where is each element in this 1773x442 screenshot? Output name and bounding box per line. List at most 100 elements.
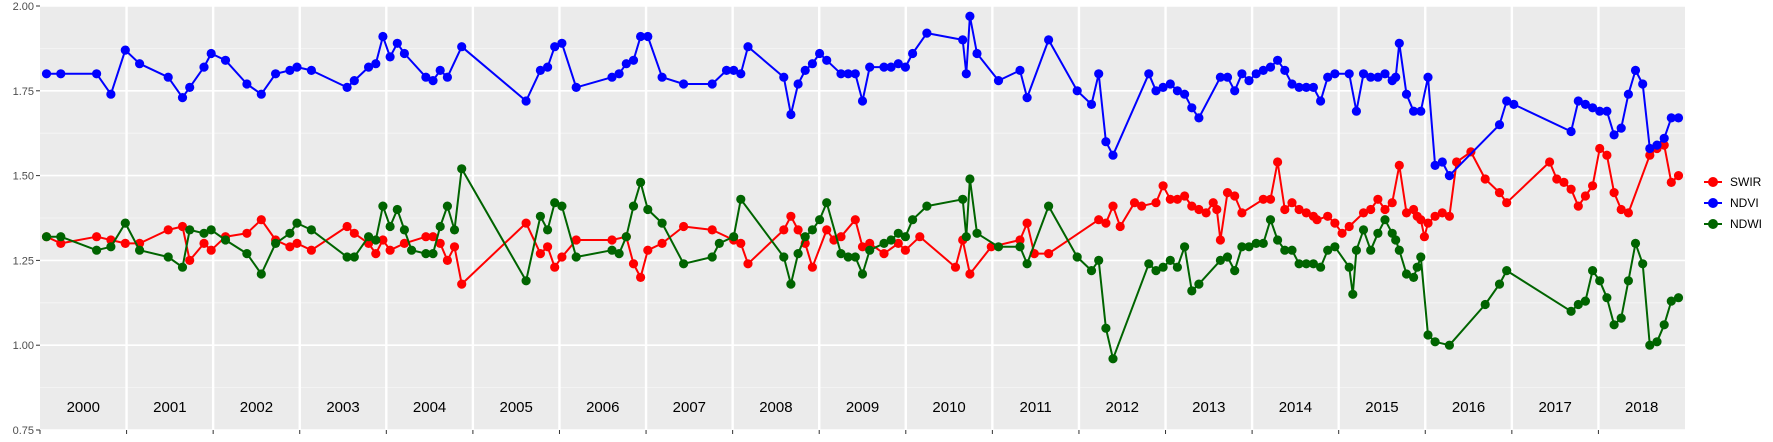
data-point [342,82,352,92]
data-point [729,232,739,242]
data-point [779,252,789,262]
data-point [1452,157,1462,167]
data-point [1466,147,1476,157]
data-point [349,252,359,262]
data-point [285,65,295,75]
year-label: 2009 [846,399,879,416]
data-point [535,65,546,75]
data-point [1101,323,1111,333]
data-point [843,69,853,79]
year-label: 2013 [1192,399,1225,416]
data-point [1645,150,1655,160]
data-point [1129,198,1140,208]
data-point [135,245,145,255]
data-point [442,72,452,82]
data-point [1072,252,1082,262]
data-point [1312,215,1322,225]
data-point [1180,242,1190,252]
data-point [879,249,889,259]
data-point [1444,340,1454,350]
data-point [850,69,860,79]
grid-minor [40,48,1685,389]
data-point [1287,198,1297,208]
legend-key-point [1708,198,1718,208]
data-point [1502,96,1512,106]
data-point [822,55,832,65]
data-point [292,62,302,72]
data-point [607,245,617,255]
data-point [1115,221,1125,232]
data-point [435,238,445,248]
data-point [1244,76,1254,86]
data-point [1609,130,1619,140]
data-point [793,79,803,89]
data-point [342,252,352,262]
data-point [1673,171,1684,181]
data-point [621,232,631,242]
data-point [1144,259,1154,269]
data-point [407,245,417,255]
data-point [349,228,359,238]
data-point [1101,137,1111,147]
series-ndvi [41,11,1684,181]
year-label: 2018 [1625,399,1658,416]
data-point [1480,174,1490,184]
data-point [135,59,145,69]
data-point [1301,208,1311,218]
data-point [1165,255,1175,265]
data-point [428,76,438,86]
data-point [1086,99,1097,109]
y-axis: 0.75 1.00 1.25 1.50 1.75 2.00 [13,1,40,437]
data-point [800,232,810,242]
data-point [993,76,1004,86]
data-point [1602,293,1612,303]
data-point [893,59,903,69]
year-label: 2003 [326,399,359,416]
legend-key-point [1708,177,1718,187]
data-point [1659,140,1669,150]
data-point [736,238,746,248]
data-point [1215,235,1225,245]
data-point [177,221,188,232]
data-point [1616,313,1626,323]
data-point [1652,140,1662,150]
data-point [1580,99,1590,109]
data-point [521,96,531,106]
data-point [271,69,281,79]
data-point [657,238,667,248]
data-point [1044,249,1054,259]
data-point [679,259,689,269]
data-point [1595,276,1605,286]
data-point [285,242,295,252]
data-point [1273,235,1283,245]
data-point [56,69,66,79]
data-point [371,59,381,69]
data-point [1502,266,1512,276]
data-point [442,255,452,265]
year-label: 2014 [1279,399,1312,416]
data-point [1230,191,1240,201]
data-point [679,221,689,232]
data-point [786,109,796,120]
data-point [1358,208,1369,218]
data-point [1158,262,1168,272]
data-point [543,242,553,252]
grid-major [40,5,1685,431]
data-point [1566,306,1576,316]
data-point [364,62,374,72]
data-point [1380,215,1390,225]
data-point [1265,62,1276,72]
year-label: 2005 [499,399,532,416]
data-point [614,69,624,79]
data-point [571,252,581,262]
data-point [1194,204,1204,215]
data-point [1086,266,1097,276]
data-point [1659,133,1669,143]
data-point [428,232,438,242]
data-point [908,215,918,225]
data-point [1158,82,1168,92]
data-point [865,62,875,72]
year-label: 2002 [240,399,273,416]
data-point [185,225,195,235]
